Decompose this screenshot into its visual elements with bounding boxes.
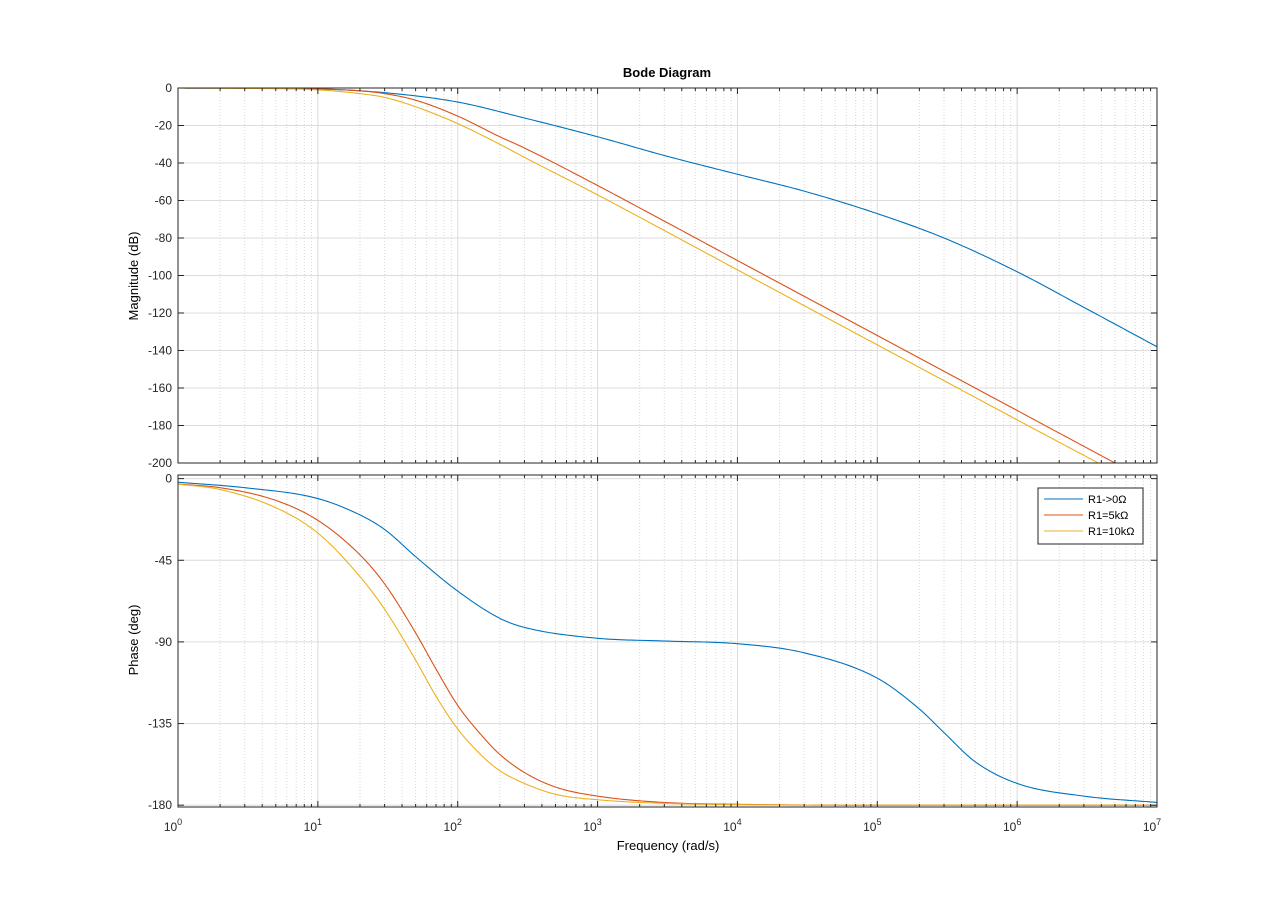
magnitude-y-tick-labels: 0 -20 -40 -60 -80 -100 -120 -140 -160 -180 -200: [148, 81, 172, 470]
x-tick-label: 107: [1143, 817, 1161, 834]
magnitude-series-3: [178, 88, 1099, 463]
x-tick-label: 106: [1003, 817, 1021, 834]
magnitude-y-tick-label: -80: [155, 231, 173, 245]
phase-ylabel: Phase (deg): [126, 605, 141, 676]
x-tick-label: 105: [863, 817, 881, 834]
magnitude-grid: [177, 87, 1158, 464]
chart-title: Bode Diagram: [623, 65, 711, 80]
phase-series-group: [178, 481, 1157, 806]
phase-series-3: [178, 483, 1157, 806]
magnitude-series: [178, 88, 1157, 463]
legend-label-1: R1->0Ω: [1088, 494, 1127, 506]
x-tick-labels: 100 101 102 103 104 105 106 107: [164, 817, 1161, 834]
phase-series-1: [178, 481, 1157, 804]
legend: R1->0Ω R1=5kΩ R1=10kΩ: [1037, 487, 1144, 545]
legend-box: [1037, 487, 1144, 545]
x-tick-label: 103: [583, 817, 601, 834]
magnitude-y-tick-label: -60: [155, 194, 173, 208]
phase-series: [178, 481, 1157, 806]
phase-series-2: [178, 483, 1157, 806]
magnitude-y-tick-label: -140: [148, 344, 172, 358]
phase-y-tick-label: -90: [155, 635, 173, 649]
magnitude-y-tick-label: -160: [148, 381, 172, 395]
legend-label-2: R1=5kΩ: [1088, 510, 1128, 522]
magnitude-y-tick-label: 0: [165, 81, 172, 95]
magnitude-panel: 0 -20 -40 -60 -80 -100 -120 -140 -160 -180 -200 Ma…: [126, 81, 1158, 470]
magnitude-y-tick-label: -20: [155, 119, 173, 133]
phase-y-tick-label: -135: [148, 717, 172, 731]
magnitude-y-tick-label: -200: [148, 456, 172, 470]
phase-axes-frame: [177, 474, 1158, 808]
x-tick-label: 104: [723, 817, 741, 834]
x-tick-label: 101: [304, 817, 322, 834]
magnitude-y-tick-label: -100: [148, 269, 172, 283]
legend-label-3: R1=10kΩ: [1088, 526, 1134, 538]
x-tick-label: 100: [164, 817, 182, 834]
phase-y-tick-label: 0: [165, 472, 172, 486]
magnitude-ticks: [177, 87, 1158, 464]
magnitude-y-tick-label: -180: [148, 419, 172, 433]
magnitude-series-group: [178, 88, 1157, 463]
phase-grid: [177, 475, 1158, 807]
phase-y-tick-label: -180: [148, 798, 172, 812]
phase-y-tick-label: -45: [155, 553, 173, 567]
magnitude-y-tick-label: -40: [155, 156, 173, 170]
phase-ticks: [177, 475, 1158, 807]
magnitude-y-tick-label: -120: [148, 306, 172, 320]
x-axis-label: Frequency (rad/s): [617, 838, 720, 853]
phase-panel: 0 -45 -90 -135 -180 Phase (deg): [126, 472, 1158, 813]
magnitude-series-2: [178, 88, 1116, 463]
phase-y-tick-labels: 0 -45 -90 -135 -180: [148, 472, 172, 813]
magnitude-ylabel: Magnitude (dB): [126, 232, 141, 321]
x-tick-label: 102: [444, 817, 462, 834]
